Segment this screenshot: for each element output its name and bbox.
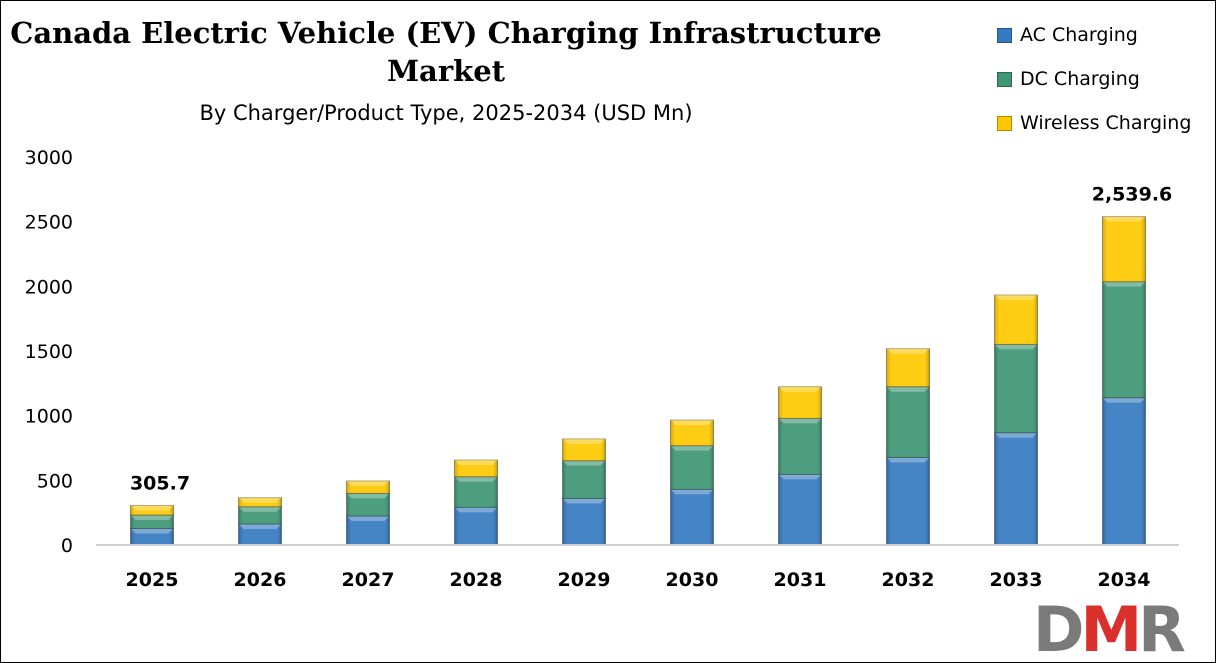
bar-segment-bevel [994,432,1038,438]
bar-segment-shade [1102,216,1146,282]
bar-segment-shade [1102,281,1146,398]
bar-segment-bevel [130,528,174,534]
legend-label: AC Charging [1020,24,1138,46]
bar-segment-bevel [778,386,822,392]
legend: AC Charging DC Charging Wireless Chargin… [997,13,1191,145]
y-tick-label: 2000 [25,276,73,298]
bar-segment-bevel [346,493,390,499]
x-tick-label: 2029 [558,569,611,591]
bar-segment-bevel [994,344,1038,350]
x-tick-label: 2026 [234,569,287,591]
y-tick-label: 0 [61,535,73,557]
bar-segment-bevel [670,420,714,426]
bar-segment-bevel [238,506,282,512]
bar-segment-shade [994,344,1038,433]
bar-segment-shade [994,294,1038,345]
bar-segment-bevel [562,460,606,466]
x-tick-label: 2034 [1098,569,1151,591]
y-tick-label: 2500 [25,212,73,234]
bar-segment-shade [346,516,390,545]
legend-item-ac: AC Charging [997,13,1191,57]
data-label: 2,539.6 [1092,184,1173,206]
bar-segment-shade [130,505,174,515]
chart-title-line2: Market [386,54,506,88]
x-tick-label: 2027 [342,569,395,591]
x-tick-label: 2031 [774,569,827,591]
bar-segment-shade [238,497,282,507]
x-tick-label: 2028 [450,569,503,591]
bar-segment-bevel [670,445,714,451]
y-tick-label: 500 [37,470,73,492]
bar-segment-bevel [778,474,822,480]
bar-segment-shade [130,528,174,545]
bar-segment-bevel [130,514,174,520]
bar-segment-bevel [346,516,390,522]
bar-segment-shade [886,348,930,387]
bar-segment-shade [238,506,282,525]
bar-segment-bevel [238,524,282,530]
x-tick-label: 2030 [666,569,719,591]
y-tick-label: 1500 [25,341,73,363]
bar-segment-shade [454,507,498,545]
bar-segment-shade [562,460,606,499]
chart-subtitle: By Charger/Product Type, 2025-2034 (USD … [199,101,693,125]
bar-segment-bevel [130,505,174,511]
bar-segment-shade [130,514,174,529]
x-tick-label: 2025 [126,569,179,591]
bar-segment-bevel [238,497,282,503]
legend-swatch [997,115,1012,131]
x-tick-label: 2032 [882,569,935,591]
bar-segment-bevel [1102,216,1146,222]
bar-segment-bevel [454,460,498,466]
bar-segment-bevel [886,457,930,463]
bar-segment-shade [454,476,498,508]
legend-item-dc: DC Charging [997,57,1191,101]
legend-swatch [997,71,1012,87]
legend-swatch [997,27,1012,43]
bar-segment-bevel [994,294,1038,300]
x-tick-label: 2033 [990,569,1043,591]
bar-segment-bevel [562,438,606,444]
bar-segment-shade [670,445,714,490]
bar-segment-bevel [670,489,714,495]
bar-segment-bevel [1102,281,1146,287]
bar-segment-shade [886,457,930,545]
data-label: 305.7 [130,472,190,494]
bar-segment-shade [670,489,714,545]
bar-segment-bevel [778,418,822,424]
bar-segment-shade [346,493,390,517]
bar-segment-shade [778,386,822,419]
bar-segment-bevel [886,386,930,392]
legend-label: DC Charging [1020,68,1140,90]
bar-segment-shade [778,474,822,545]
bar-segment-shade [778,418,822,475]
bar-segment-shade [670,420,714,446]
legend-item-wireless: Wireless Charging [997,101,1191,145]
bar-segment-bevel [1102,397,1146,403]
y-tick-label: 1000 [25,406,73,428]
bar-segment-bevel [454,507,498,513]
bar-segment-shade [238,524,282,545]
bar-segment-bevel [886,348,930,354]
bar-segment-bevel [346,480,390,486]
legend-label: Wireless Charging [1020,112,1192,134]
bar-segment-bevel [454,476,498,482]
bar-segment-shade [994,432,1038,545]
y-tick-label: 3000 [25,147,73,169]
bar-segment-shade [562,438,606,461]
bar-segment-shade [1102,397,1146,545]
bar-segment-shade [346,480,390,494]
chart-title-line1: Canada Electric Vehicle (EV) Charging In… [10,16,882,50]
bar-segment-shade [562,498,606,545]
bar-segment-bevel [562,498,606,504]
bar-segment-shade [454,460,498,477]
dmr-logo: DMR [1033,593,1186,663]
bar-segment-shade [886,386,930,458]
